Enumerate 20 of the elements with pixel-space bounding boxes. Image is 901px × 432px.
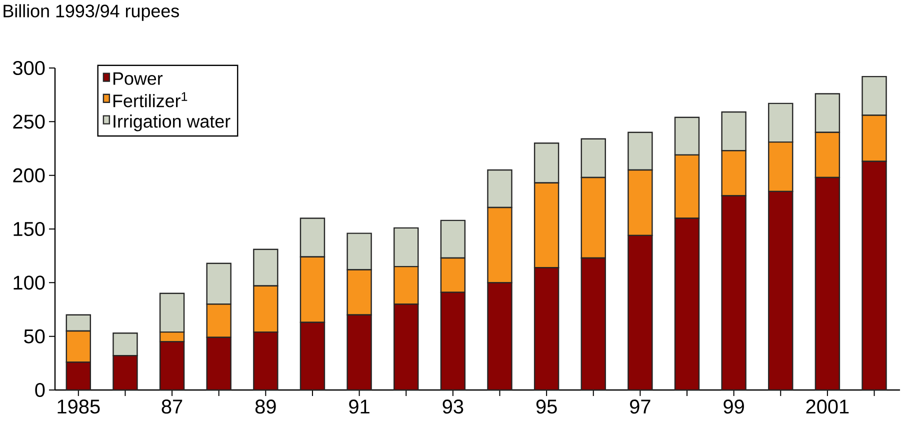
x-tick-label: 87 xyxy=(162,400,182,414)
y-tick-label: 250 xyxy=(13,114,45,129)
x-tick-label: 93 xyxy=(442,400,464,414)
x-tick-label: 95 xyxy=(536,400,557,414)
x-tick-label: 89 xyxy=(255,400,276,414)
x-tick-label: 1985 xyxy=(58,400,100,414)
x-tick-label: 2001 xyxy=(806,400,849,414)
y-tick-label: 50 xyxy=(24,329,45,344)
y-tick-label: 300 xyxy=(13,60,45,76)
y-tick-label: 100 xyxy=(14,276,45,290)
x-tick-label: 99 xyxy=(724,400,744,414)
y-axis-title: Billion 1993/94 rupees xyxy=(4,4,179,21)
y-tick-label: 200 xyxy=(13,168,45,182)
y-tick-label: 150 xyxy=(14,222,45,236)
y-tick-label: 0 xyxy=(35,382,45,398)
x-tick-label: 91 xyxy=(349,400,370,414)
legend-label: Fertilizer$^{1}$ xyxy=(113,92,188,108)
x-tick-label: 97 xyxy=(630,400,650,414)
legend-label: Power xyxy=(113,72,163,85)
legend-label: Irrigation water xyxy=(114,114,230,132)
